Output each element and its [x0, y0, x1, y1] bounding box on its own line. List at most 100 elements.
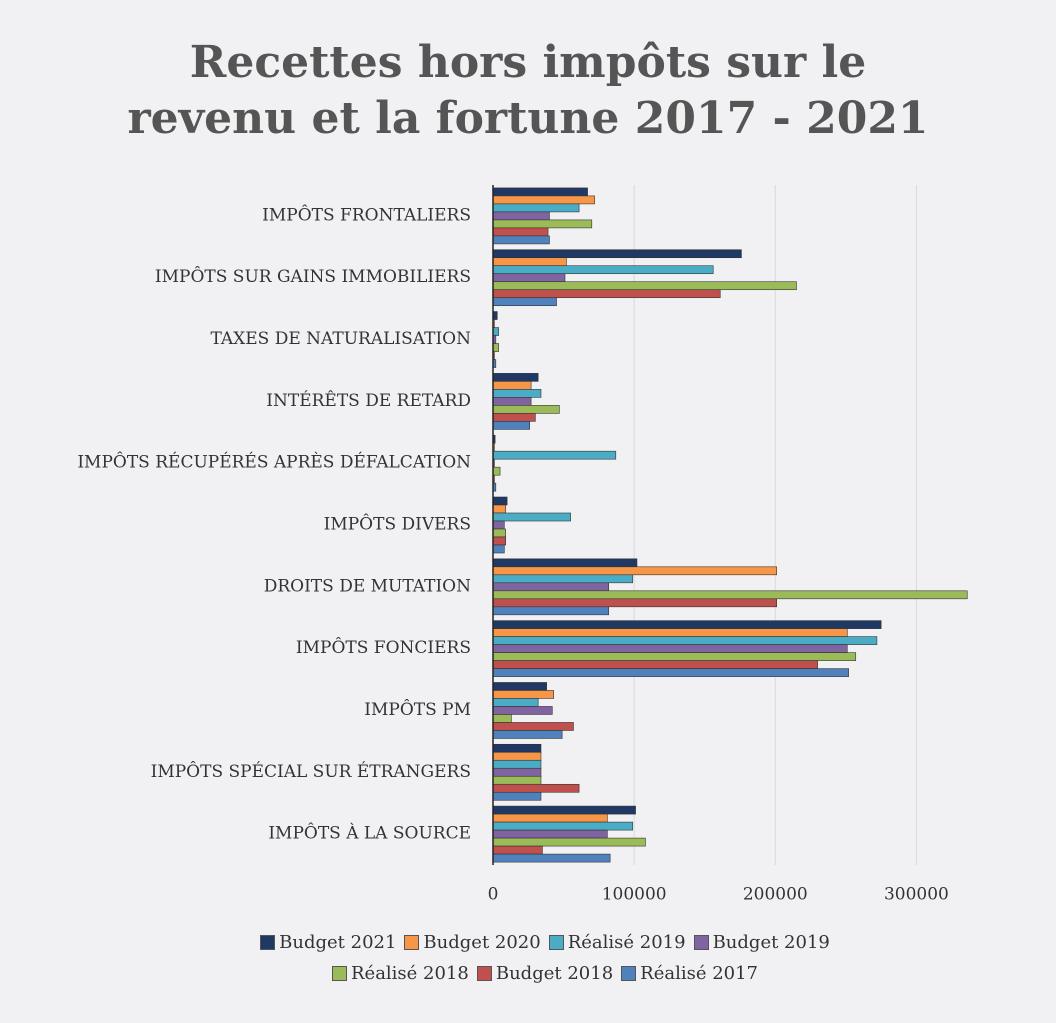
- bar: [492, 590, 968, 600]
- bar: [492, 195, 595, 205]
- bar: [492, 536, 507, 546]
- bar: [492, 566, 777, 576]
- legend-swatch: [404, 935, 420, 950]
- bar: [492, 853, 611, 863]
- y-tick-label: IMPÔTS PM: [364, 699, 471, 720]
- y-tick-label: IMPÔTS RÉCUPÉRÉS APRÈS DÉFALCATION: [77, 452, 471, 473]
- y-tick-label: TAXES DE NATURALISATION: [210, 329, 471, 349]
- bar: [492, 227, 549, 237]
- legend-swatch: [548, 935, 564, 950]
- bar: [492, 297, 557, 307]
- bar: [492, 496, 508, 506]
- bar: [492, 413, 536, 422]
- bar: [492, 289, 721, 299]
- bar: [492, 235, 550, 245]
- bar: [492, 706, 553, 715]
- bar: [492, 652, 857, 661]
- bar: [492, 381, 532, 390]
- bar: [492, 837, 646, 847]
- bar: [492, 211, 550, 221]
- legend-label: Budget 2019: [712, 932, 830, 953]
- x-tick-label: 0: [488, 885, 499, 905]
- bar: [492, 714, 512, 723]
- chart-title: Recettes hors impôts sur le revenu et la…: [127, 37, 929, 144]
- bar: [492, 327, 499, 336]
- y-tick-label: IMPÔTS SPÉCIAL SUR ÉTRANGERS: [151, 761, 471, 782]
- legend-item: Budget 2018: [476, 963, 614, 984]
- bar: [492, 528, 507, 538]
- bar: [492, 343, 499, 352]
- x-tick-label: 300000: [884, 885, 949, 905]
- bar: [492, 265, 714, 275]
- bar: [492, 690, 554, 699]
- bar: [492, 805, 636, 815]
- legend-item: Réalisé 2018: [331, 963, 469, 984]
- y-tick-label: IMPÔTS FONCIERS: [296, 637, 471, 658]
- y-tick-label: IMPÔTS À LA SOURCE: [268, 823, 471, 844]
- bar: [492, 466, 501, 476]
- y-tick-label: IMPÔTS SUR GAINS IMMOBILIERS: [155, 266, 471, 287]
- bar: [492, 281, 797, 291]
- bar: [492, 421, 530, 430]
- x-tick-label: 200000: [743, 885, 808, 905]
- legend-label: Réalisé 2017: [640, 963, 759, 984]
- bar: [492, 775, 542, 785]
- bar: [492, 743, 542, 753]
- bar: [492, 397, 532, 406]
- bar: [492, 829, 608, 839]
- bar: [492, 544, 505, 554]
- bar: [492, 389, 542, 398]
- bar: [492, 759, 542, 769]
- legend-label: Budget 2018: [495, 963, 614, 984]
- bar: [492, 682, 547, 691]
- legend-swatch: [621, 966, 637, 981]
- bar: [492, 660, 818, 669]
- bar: [492, 620, 882, 629]
- x-tick-label: 100000: [602, 885, 667, 905]
- bar: [492, 450, 617, 460]
- bar: [492, 249, 742, 259]
- y-tick-label: IMPÔTS DIVERS: [324, 514, 471, 535]
- bar: [492, 512, 571, 522]
- bar: [492, 783, 580, 793]
- bar: [492, 257, 567, 267]
- bar: [492, 813, 608, 823]
- bar: [492, 598, 777, 608]
- bar: [492, 644, 848, 653]
- bar: [492, 373, 539, 382]
- legend-swatch: [693, 935, 709, 950]
- legend-label: Budget 2021: [279, 932, 397, 953]
- bar: [492, 668, 849, 677]
- bar: [492, 574, 634, 584]
- legend-swatch: [476, 966, 492, 981]
- legend-label: Réalisé 2018: [350, 963, 469, 984]
- legend: Budget 2021 Budget 2020 Réalisé 2019 Budget…: [215, 932, 875, 984]
- legend-label: Budget 2020: [423, 932, 541, 953]
- bar: [492, 558, 638, 568]
- bar: [492, 722, 574, 731]
- bar: [492, 582, 610, 592]
- legend-label: Réalisé 2019: [567, 932, 686, 953]
- legend-item: Budget 2020: [404, 932, 541, 953]
- y-tick-label: DROITS DE MUTATION: [264, 576, 471, 596]
- bar: [492, 273, 566, 283]
- bar: [492, 821, 634, 831]
- legend-item: Réalisé 2019: [548, 932, 686, 953]
- y-tick-label: IMPÔTS FRONTALIERS: [262, 204, 471, 225]
- bar: [492, 219, 593, 229]
- legend-swatch: [331, 966, 347, 981]
- bar: [492, 698, 539, 707]
- bar: [492, 636, 878, 645]
- legend-item: Budget 2019: [693, 932, 830, 953]
- bar: [492, 606, 610, 616]
- bar: [492, 203, 580, 213]
- bar: [492, 751, 542, 761]
- legend-item: Réalisé 2017: [621, 963, 758, 984]
- y-tick-label: INTÉRÊTS DE RETARD: [266, 390, 471, 411]
- bar: [492, 187, 588, 197]
- bar: [492, 791, 542, 801]
- bar: [492, 730, 563, 739]
- bar: [492, 504, 507, 514]
- bar: [492, 405, 560, 414]
- bar: [492, 520, 505, 530]
